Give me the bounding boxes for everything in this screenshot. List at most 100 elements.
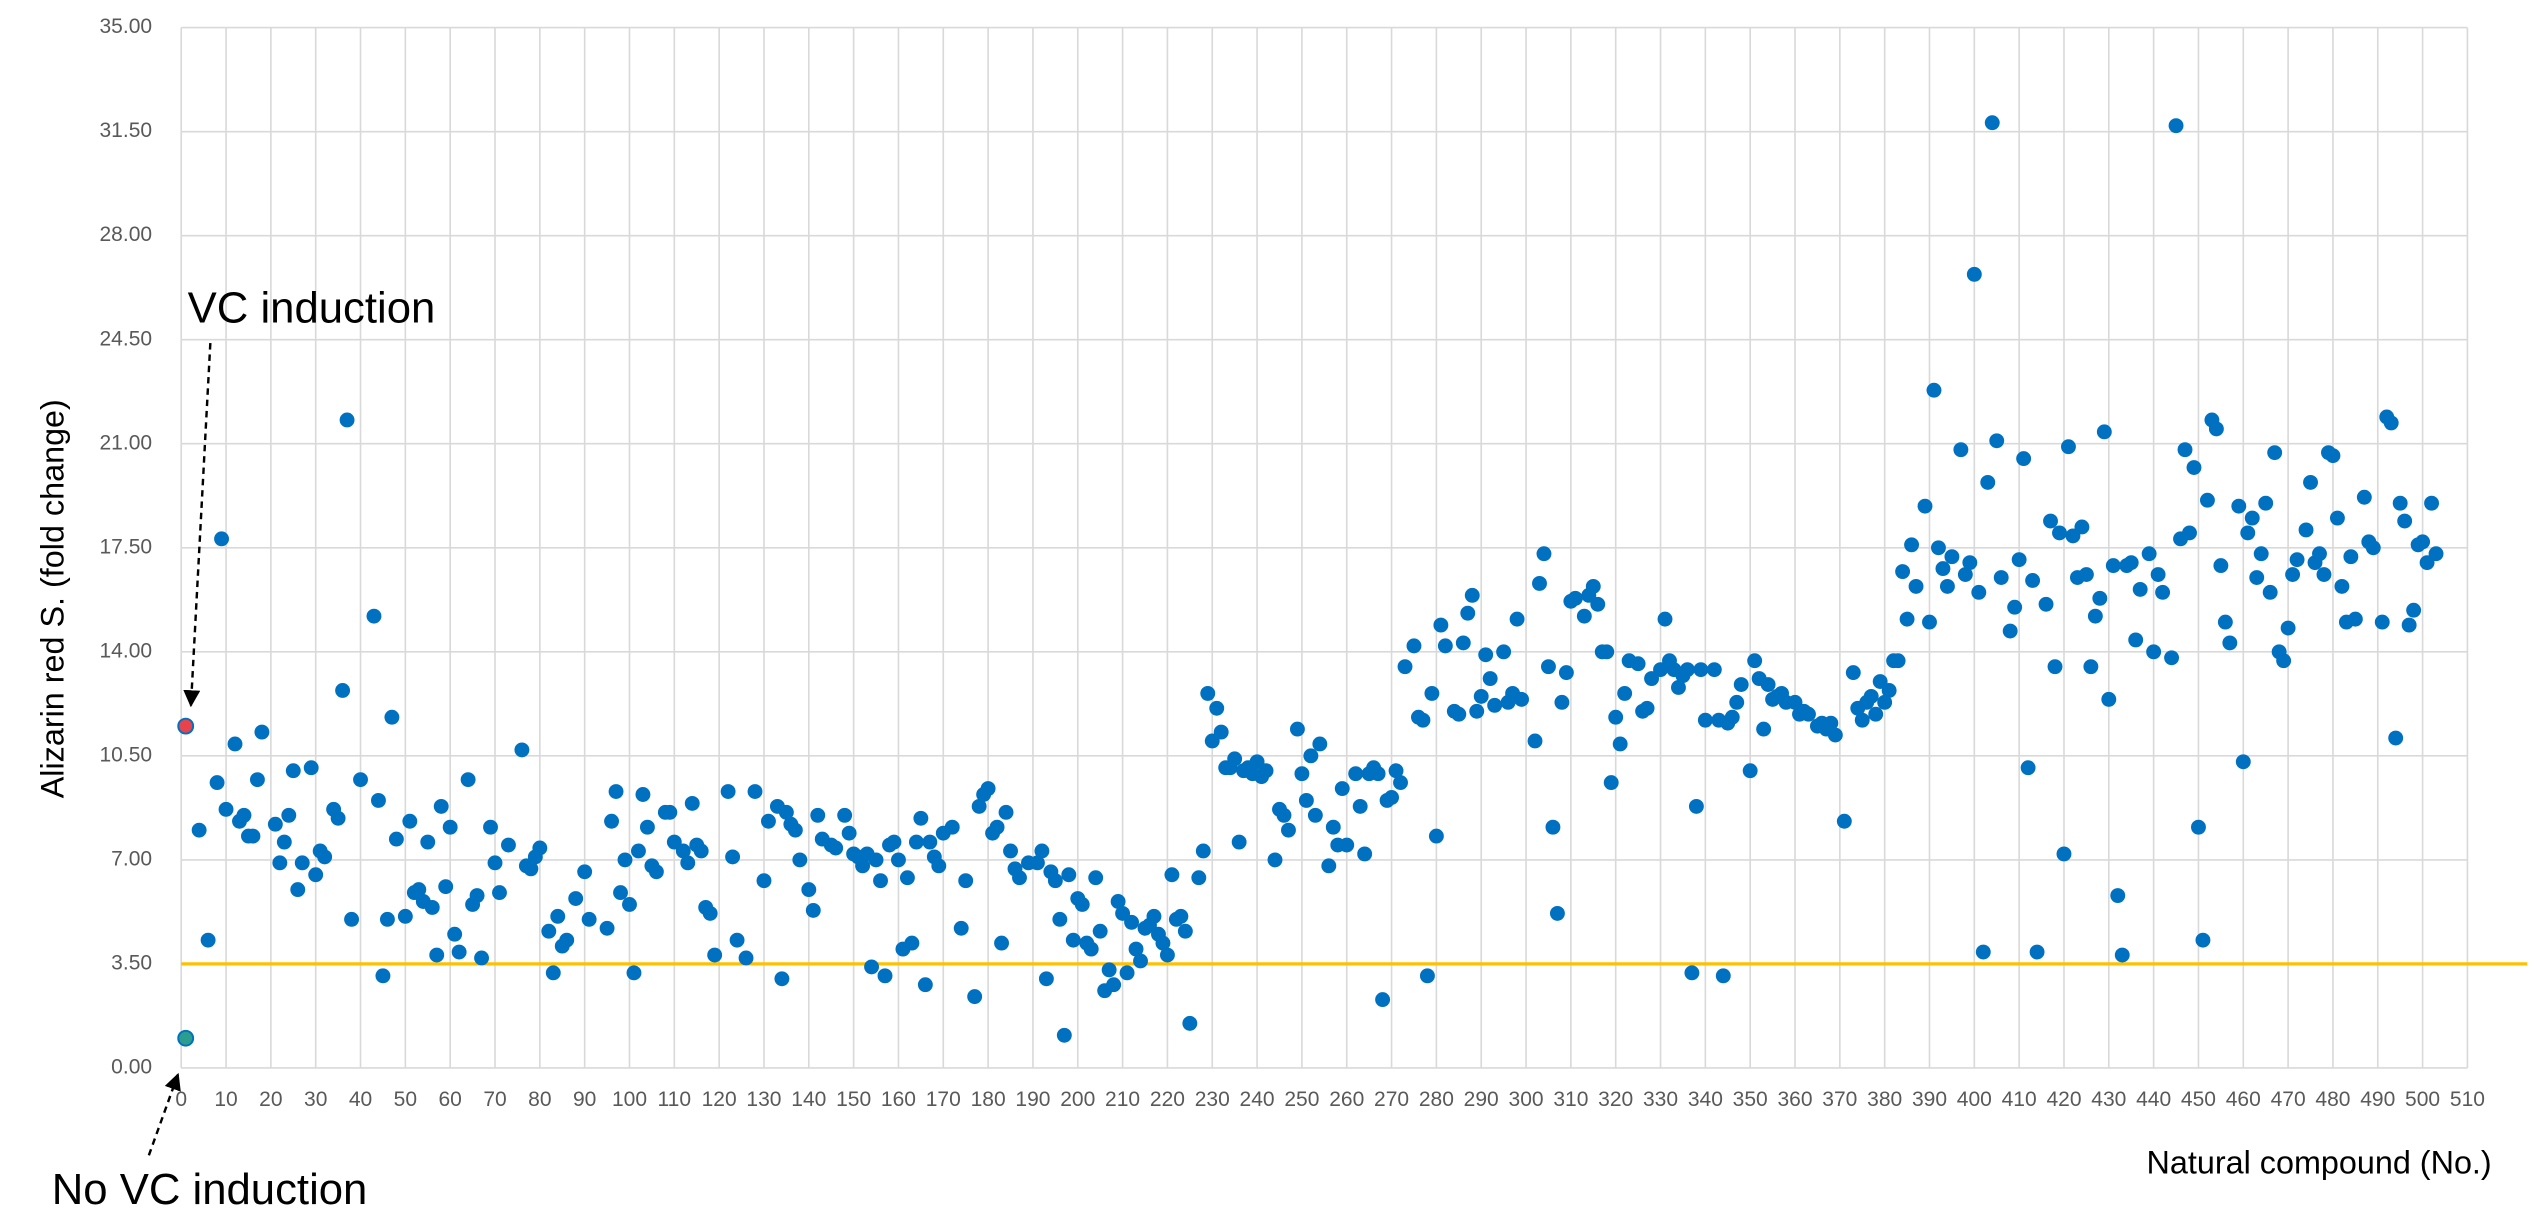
x-tick-label: 370 xyxy=(1822,1088,1857,1111)
data-point xyxy=(1603,775,1619,791)
data-point xyxy=(290,882,306,898)
y-tick-label: 24.50 xyxy=(99,327,152,350)
data-point xyxy=(684,795,700,811)
data-point xyxy=(330,810,346,826)
data-point xyxy=(2114,947,2130,963)
data-point xyxy=(1393,775,1408,791)
data-point xyxy=(1110,894,1126,909)
data-point xyxy=(2101,691,2117,707)
x-tick-label: 140 xyxy=(791,1088,826,1111)
data-point xyxy=(841,825,857,841)
data-point xyxy=(523,861,539,877)
data-point xyxy=(967,989,983,1005)
x-tick-label: 150 xyxy=(836,1088,871,1111)
x-tick-label: 250 xyxy=(1284,1088,1319,1111)
data-point xyxy=(2105,558,2121,574)
data-point xyxy=(2087,608,2103,624)
data-point xyxy=(2177,442,2193,458)
data-point xyxy=(2231,498,2247,514)
data-point xyxy=(1944,549,1960,565)
data-point xyxy=(1424,685,1440,701)
data-point xyxy=(998,804,1014,820)
data-point xyxy=(1984,115,2000,131)
data-point xyxy=(2132,581,2148,597)
data-point xyxy=(1980,474,1996,490)
data-point xyxy=(1339,837,1355,853)
data-point xyxy=(805,902,821,918)
data-point xyxy=(2415,534,2431,550)
data-point xyxy=(1904,537,1920,553)
data-point xyxy=(451,944,467,960)
data-point xyxy=(388,831,404,847)
data-point xyxy=(787,822,803,838)
data-point xyxy=(953,920,969,936)
data-point xyxy=(2289,552,2305,568)
data-point xyxy=(1532,576,1547,591)
data-point xyxy=(1294,766,1310,782)
data-point xyxy=(559,932,575,948)
data-point xyxy=(1128,941,1144,957)
data-point xyxy=(886,834,902,850)
x-tick-label: 340 xyxy=(1688,1088,1723,1111)
data-point xyxy=(2092,590,2108,606)
data-point xyxy=(1487,697,1503,713)
data-point xyxy=(994,935,1010,951)
data-point xyxy=(1056,1027,1072,1043)
data-point xyxy=(958,873,974,889)
data-point xyxy=(1352,798,1368,814)
x-tick-label: 200 xyxy=(1060,1088,1095,1111)
data-point xyxy=(545,965,561,981)
data-point xyxy=(608,784,624,799)
y-axis-title: Alizarin red S. (fold change) xyxy=(35,399,71,798)
data-point xyxy=(1460,605,1476,621)
data-point xyxy=(778,804,794,820)
y-tick-label: 35.00 xyxy=(99,15,152,38)
y-tick-label: 10.50 xyxy=(99,743,152,766)
data-point xyxy=(2244,510,2260,526)
data-point xyxy=(1482,671,1498,687)
x-tick-label: 280 xyxy=(1419,1088,1454,1111)
x-tick-label: 180 xyxy=(971,1088,1006,1111)
data-point xyxy=(599,920,615,936)
data-point xyxy=(908,834,924,850)
data-point xyxy=(276,834,292,850)
data-point xyxy=(541,923,557,939)
data-point xyxy=(1931,540,1946,556)
data-point xyxy=(429,947,445,963)
data-point xyxy=(442,819,458,835)
y-tick-label: 7.00 xyxy=(111,847,152,870)
data-point xyxy=(1106,977,1122,993)
labels: 0.00 3.50 7.00 10.50 14.00 17.50 21.00 24.50 28.… xyxy=(99,15,2484,1111)
x-tick-label: 300 xyxy=(1509,1088,1544,1111)
data-point xyxy=(2096,424,2112,440)
data-point xyxy=(2186,460,2202,475)
data-point xyxy=(2164,650,2180,666)
data-point xyxy=(2276,653,2292,669)
data-point xyxy=(2401,617,2417,633)
data-point xyxy=(2043,513,2058,529)
data-point xyxy=(1388,763,1404,779)
data-point xyxy=(1289,721,1305,737)
data-point xyxy=(514,742,530,758)
data-point xyxy=(1527,733,1543,749)
data-point xyxy=(303,760,319,776)
data-point xyxy=(2312,546,2327,562)
data-point xyxy=(1370,766,1386,782)
x-tick-label: 320 xyxy=(1598,1088,1633,1111)
x-tick-label: 30 xyxy=(304,1088,327,1111)
data-point xyxy=(1213,724,1229,740)
data-point xyxy=(487,855,503,871)
data-point xyxy=(2217,614,2233,630)
data-point xyxy=(1585,578,1601,594)
data-point xyxy=(1823,715,1839,731)
data-point xyxy=(1384,790,1400,805)
data-point xyxy=(1034,843,1050,859)
data-point xyxy=(2388,730,2404,746)
y-tick-label: 3.50 xyxy=(111,951,152,974)
data-point xyxy=(1926,382,1942,398)
data-point xyxy=(285,763,301,779)
data-point xyxy=(1303,748,1319,764)
data-point xyxy=(931,858,947,874)
data-point xyxy=(1047,873,1063,889)
data-point xyxy=(1092,923,1108,939)
